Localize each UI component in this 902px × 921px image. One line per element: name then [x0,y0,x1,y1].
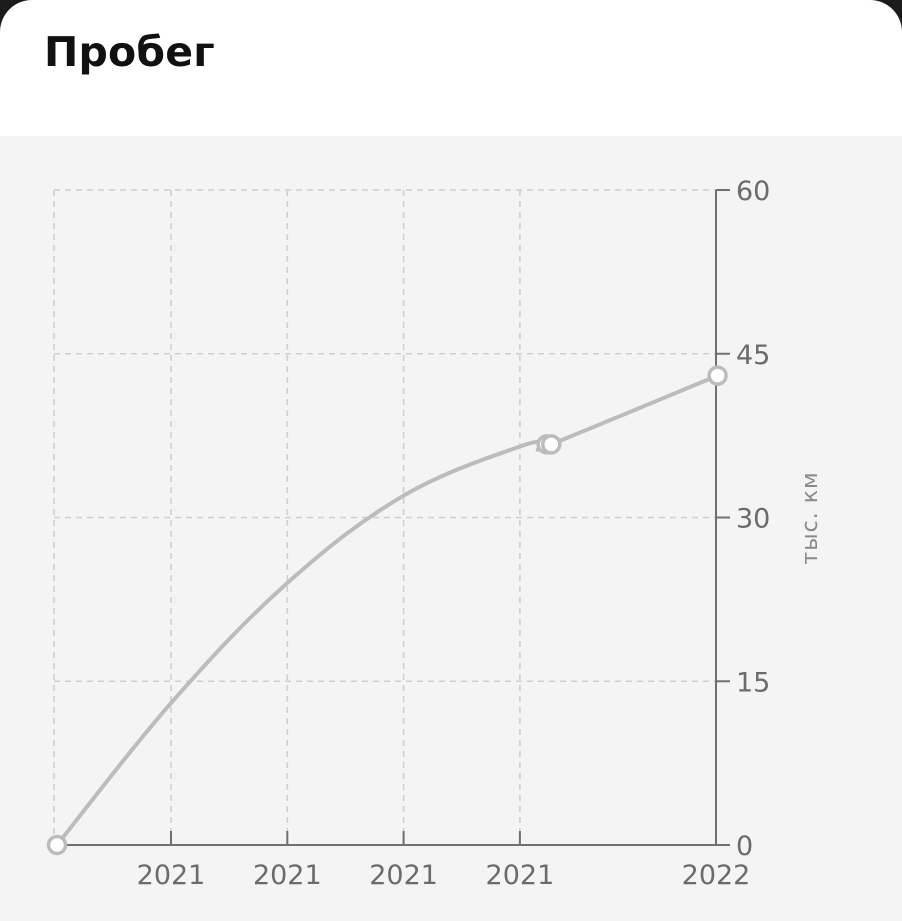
y-tick-label: 0 [736,831,753,862]
data-point-marker[interactable] [541,434,562,455]
page-title: Пробег [44,28,215,76]
y-axis-unit-label: тыс. км [798,471,823,564]
x-tick-label: 2022 [682,860,751,891]
y-tick-label: 60 [736,176,770,207]
x-tick-label: 2021 [486,860,555,891]
y-tick-label: 45 [736,340,770,371]
data-point-marker[interactable] [707,365,728,386]
x-tick-label: 2021 [137,860,206,891]
y-tick-label: 15 [736,667,770,698]
mileage-chart-panel [0,136,902,921]
x-tick-label: 2021 [253,860,322,891]
x-tick-label: 2021 [369,860,438,891]
data-point-marker[interactable] [46,834,68,856]
mileage-series-line [55,373,720,847]
y-tick-label: 30 [736,504,770,535]
